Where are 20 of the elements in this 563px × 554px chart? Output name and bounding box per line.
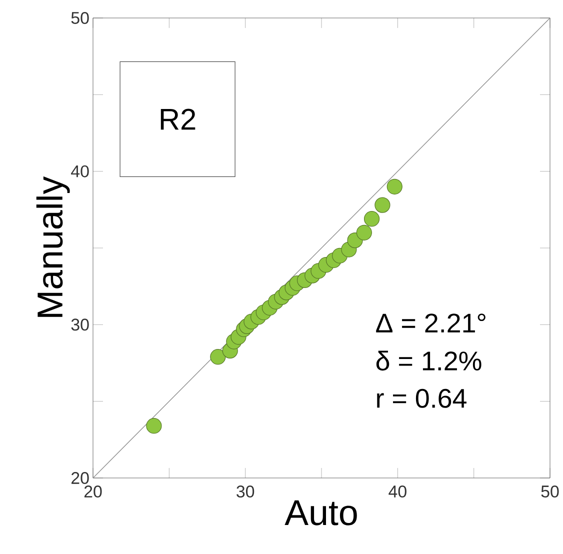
x-tick-label: 30 xyxy=(236,486,254,498)
point xyxy=(146,418,162,434)
point xyxy=(356,224,372,240)
y-axis-title: Manually xyxy=(36,176,70,317)
point xyxy=(374,197,390,213)
x-axis-title: Auto xyxy=(284,500,357,526)
annotation: r = 0.64 xyxy=(377,388,466,408)
annotation: δ = 1.2% xyxy=(376,350,482,371)
point xyxy=(210,349,226,365)
x-tick-label: 50 xyxy=(541,486,559,498)
x-tick-label: 20 xyxy=(84,486,102,498)
point xyxy=(364,211,380,227)
x-tick-label: 40 xyxy=(388,486,406,498)
point xyxy=(386,178,402,194)
annotation: Δ = 2.21° xyxy=(376,314,486,332)
y-tick-label: 30 xyxy=(71,318,89,331)
y-tick-label: 50 xyxy=(71,12,89,24)
y-tick-label: 40 xyxy=(71,165,89,178)
annotation: R2 xyxy=(160,108,196,130)
y-tick-label: 20 xyxy=(72,472,89,484)
